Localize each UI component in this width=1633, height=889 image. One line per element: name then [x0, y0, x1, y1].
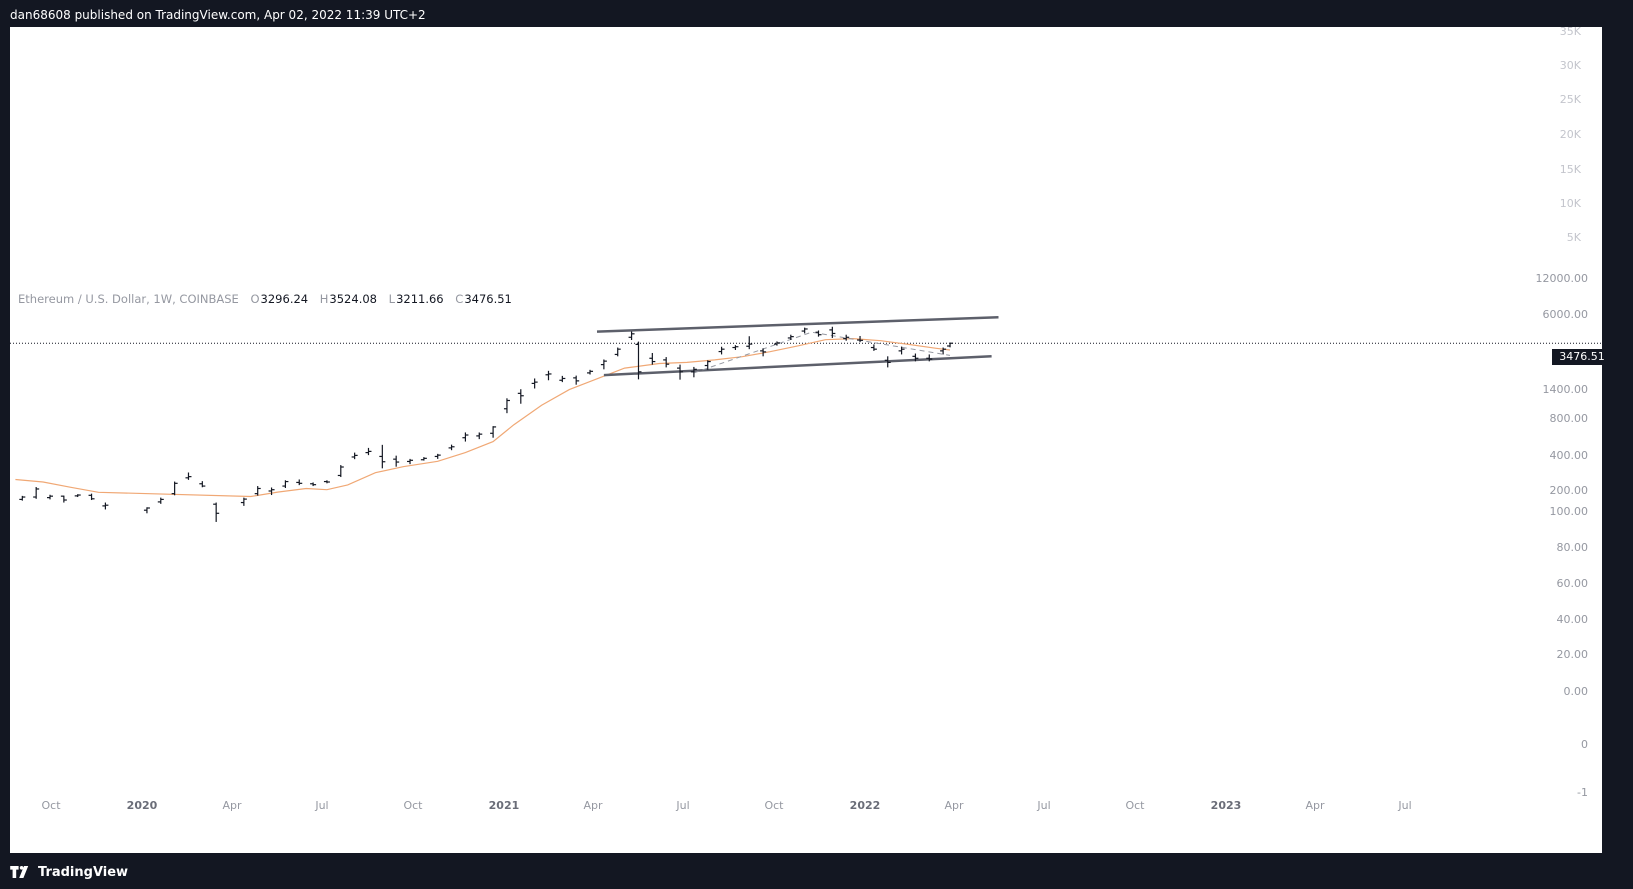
legend-low: 3211.66 [396, 292, 444, 306]
y-tick-label: 80.00 [1557, 541, 1589, 554]
x-tick-label: 2020 [127, 799, 158, 812]
last-price-badge: 3476.51 [1552, 349, 1612, 365]
y-tick-label: 40.00 [1557, 613, 1589, 626]
x-tick-label: Oct [403, 799, 423, 812]
y-tick-label-faint: 15K [1560, 163, 1582, 176]
legend-low-key: L [388, 292, 396, 306]
x-tick-label: Jul [314, 799, 328, 812]
y-tick-label: 100.00 [1550, 505, 1589, 518]
ohlc-legend: Ethereum / U.S. Dollar, 1W, COINBASE O32… [18, 292, 520, 306]
legend-open-key: O [250, 292, 260, 306]
x-tick-label: Apr [1305, 799, 1325, 812]
tradingview-brand-text: TradingView [38, 864, 129, 880]
y-tick-label: -1 [1577, 786, 1588, 799]
y-tick-label: 800.00 [1550, 412, 1589, 425]
x-tick-label: Oct [41, 799, 61, 812]
legend-close: 3476.51 [464, 292, 512, 306]
moving-average-line [15, 337, 951, 498]
legend-open: 3296.24 [260, 292, 309, 306]
y-tick-label: 1400.00 [1543, 383, 1589, 396]
x-tick-label: Apr [583, 799, 603, 812]
y-tick-label-faint: 30K [1560, 59, 1582, 72]
y-tick-label: 0.00 [1564, 685, 1589, 698]
x-tick-label: Oct [764, 799, 784, 812]
y-tick-label-faint: 35K [1560, 27, 1582, 38]
x-tick-label: Apr [222, 799, 242, 812]
y-tick-label-faint: 10K [1560, 197, 1582, 210]
tradingview-logo-icon [10, 866, 29, 878]
y-tick-label: 6000.00 [1543, 308, 1589, 321]
x-tick-label: Jul [1036, 799, 1050, 812]
x-tick-label: Jul [1397, 799, 1411, 812]
chart-area[interactable]: Oct 2020 Apr Jul Oct 2021 Apr Jul Oct 2022 Apr Jul O… [10, 27, 1612, 853]
y-tick-label: 20.00 [1557, 648, 1589, 661]
price-chart[interactable]: Oct 2020 Apr Jul Oct 2021 Apr Jul Oct 2022 Apr Jul O… [10, 27, 1602, 853]
x-tick-label: 2023 [1211, 799, 1242, 812]
upper-channel-line [596, 315, 999, 333]
x-tick-label: 2021 [489, 799, 520, 812]
y-tick-label-faint: 20K [1560, 128, 1582, 141]
published-info: dan68608 published on TradingView.com, A… [10, 8, 426, 22]
y-tick-label: 0 [1581, 738, 1588, 751]
legend-symbol: Ethereum / U.S. Dollar, 1W, COINBASE [18, 292, 239, 306]
legend-close-key: C [455, 292, 464, 306]
x-tick-label: Oct [1125, 799, 1145, 812]
legend-high-key: H [319, 292, 329, 306]
dashed-line-line [693, 331, 951, 374]
lower-channel-line [603, 355, 992, 377]
y-tick-label-faint: 25K [1560, 93, 1582, 106]
y-tick-label-faint: 5K [1567, 231, 1582, 244]
y-tick-label: 200.00 [1550, 484, 1589, 497]
y-tick-label: 12000.00 [1536, 272, 1589, 285]
y-tick-label: 60.00 [1557, 577, 1589, 590]
x-tick-label: Apr [944, 799, 964, 812]
footer-brand: TradingView [10, 863, 128, 881]
x-tick-label: 2022 [850, 799, 881, 812]
y-tick-label: 400.00 [1550, 449, 1589, 462]
legend-high: 3524.08 [329, 292, 377, 306]
x-tick-label: Jul [675, 799, 689, 812]
